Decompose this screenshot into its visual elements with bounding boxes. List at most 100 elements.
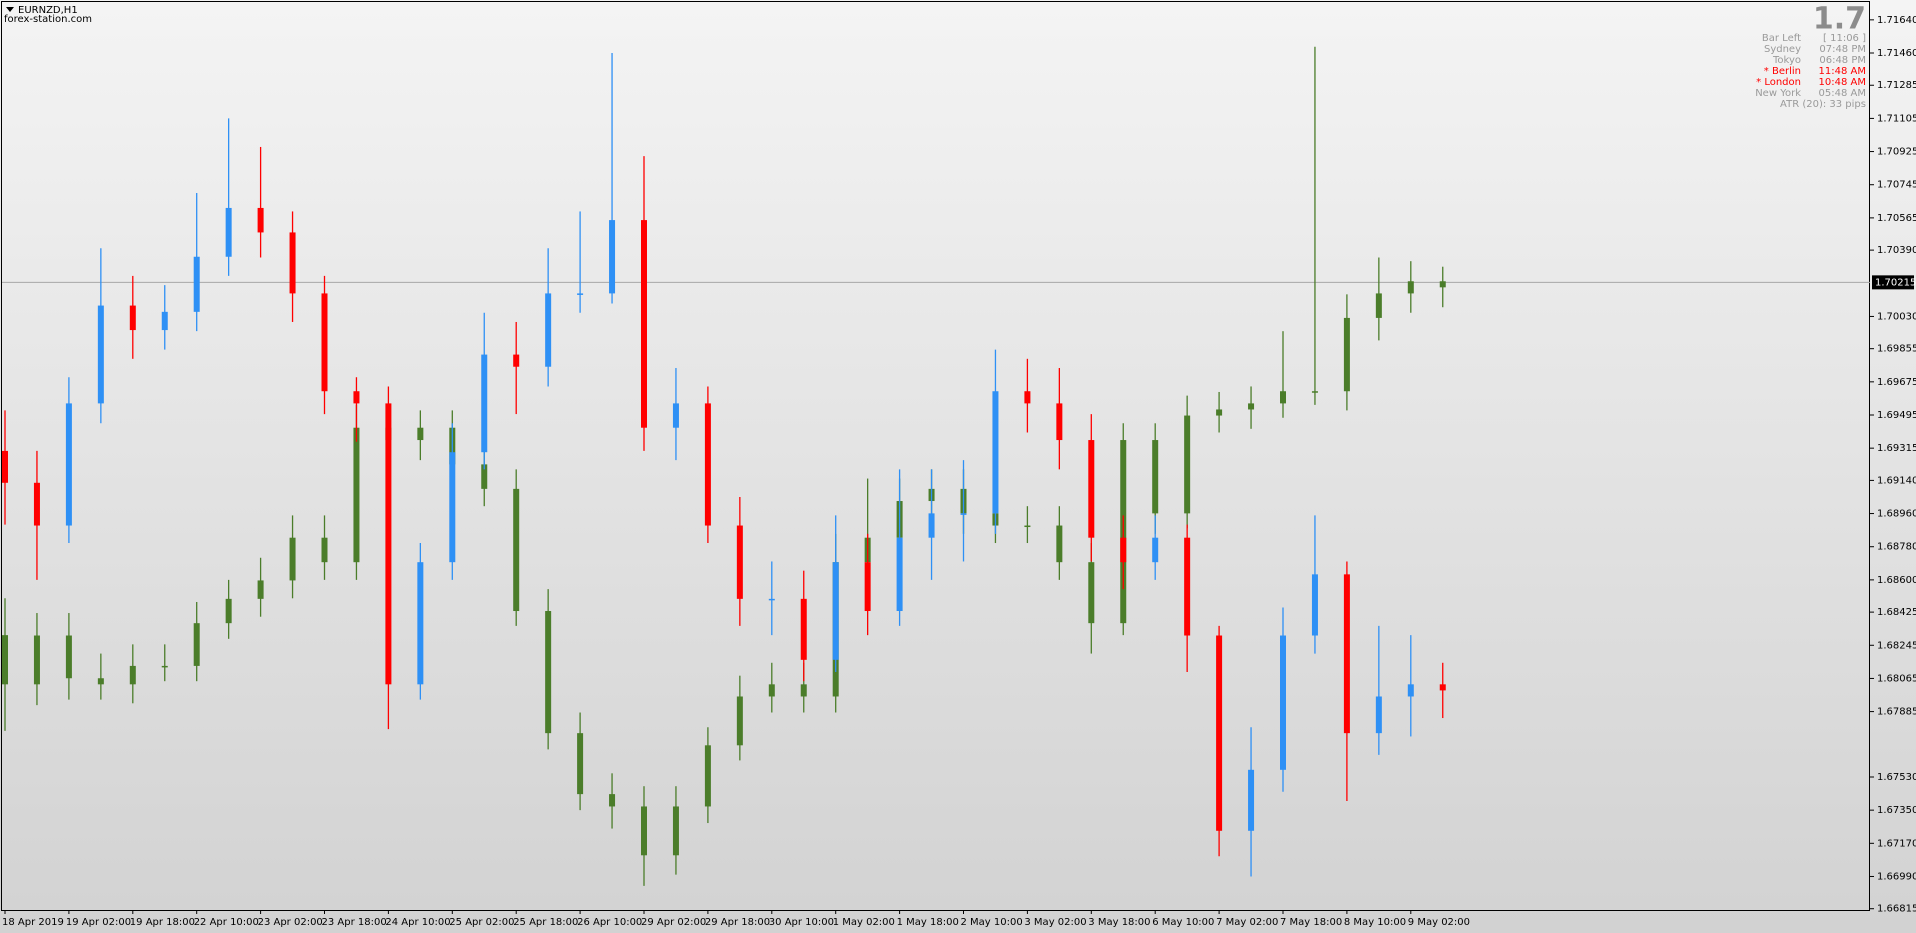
info-value: 06:48 PM [1819,55,1866,66]
candle-body [289,537,296,581]
candle-body [672,806,679,856]
y-tick-label: 1.71285 [1877,80,1916,91]
candle-body [513,354,520,367]
x-tick-label: 9 May 02:00 [1408,917,1470,928]
candle-body [960,513,967,515]
candle-body [992,391,999,514]
info-atr: ATR (20): 33 pips [1780,99,1866,110]
x-tick-label: 2 May 10:00 [961,917,1023,928]
info-label: * Berlin [1764,66,1801,77]
candle-body [1120,537,1127,563]
x-tick-label: 19 Apr 02:00 [66,917,131,928]
y-tick-label: 1.68245 [1877,640,1916,651]
candle-body [704,745,711,807]
candle-body [1343,574,1350,734]
candle-body [768,684,775,697]
x-tick-label: 23 Apr 02:00 [258,917,323,928]
candle-body [1248,403,1255,410]
y-tick-label: 1.68780 [1877,542,1916,553]
candle-body [97,678,104,685]
menu-triangle[interactable] [6,7,14,12]
candle-body [2,450,8,483]
candle-body [1088,440,1095,538]
candle-body [1088,562,1095,624]
candle-body [1024,525,1031,528]
y-tick-label: 1.67530 [1877,772,1916,783]
candle-body [1407,281,1414,294]
y-tick-label: 1.69675 [1877,377,1916,388]
candle-body [1280,391,1286,404]
x-tick-label: 23 Apr 18:00 [322,917,387,928]
candle-body [864,562,871,612]
info-value: 10:48 AM [1819,77,1866,88]
candle-body [1056,403,1063,441]
y-tick-label: 1.70030 [1877,311,1916,322]
y-tick-label: 1.67170 [1877,838,1916,849]
candle-body [225,598,232,624]
candle-body [545,611,552,734]
candle-body [609,220,616,294]
candle-body [1184,537,1191,636]
candle-body [641,220,647,428]
info-panel: Bar Left [ 11:06 ] Sydney 07:48 PM Tokyo 06:4… [1755,33,1866,99]
x-tick-label: 24 Apr 10:00 [385,917,450,928]
candle-body [481,464,488,489]
chart-subtitle: forex-station.com [4,14,92,25]
y-tick-label: 1.68960 [1877,509,1916,520]
x-tick-label: 7 May 02:00 [1216,917,1278,928]
y-tick-label: 1.70925 [1877,147,1916,158]
candle-body [129,305,136,331]
info-label: Sydney [1764,44,1801,55]
candle-body [704,403,711,526]
y-tick-label: 1.69855 [1877,344,1916,355]
candle-body [385,403,392,685]
candle-body [1152,440,1159,514]
info-label: * London [1756,77,1801,88]
candle-body [97,305,104,404]
candle-body [449,452,456,563]
candle-body [225,207,232,257]
candle-body [2,635,8,685]
x-tick-label: 18 Apr 2019 [2,917,64,928]
y-tick-label: 1.70565 [1877,213,1916,224]
candle-body [1311,391,1318,393]
info-label: Tokyo [1772,55,1801,66]
candle-body [65,403,72,526]
candle-body [513,488,520,612]
info-value: 05:48 AM [1819,88,1866,99]
info-value: 07:48 PM [1819,44,1866,55]
candle-body [33,482,40,526]
x-tick-label: 26 Apr 10:00 [577,917,642,928]
x-tick-label: 25 Apr 18:00 [513,917,578,928]
y-tick-label: 1.66815 [1877,904,1916,915]
candle-body [577,733,584,795]
candle-body [289,232,296,294]
x-tick-label: 19 Apr 18:00 [130,917,195,928]
candle-body [321,537,328,563]
chart-title: EURNZD,H1 [18,5,78,16]
candle-body [1280,635,1286,770]
x-tick-label: 22 Apr 10:00 [194,917,259,928]
candle-body [800,598,807,660]
y-tick-label: 1.67885 [1877,707,1916,718]
x-tick-label: 30 Apr 10:00 [769,917,834,928]
y-tick-label: 1.70390 [1877,245,1916,256]
candle-body [417,562,424,685]
candle-body [672,403,679,428]
candle-body [1056,525,1063,563]
candle-body [1407,684,1414,697]
y-tick-label: 1.67350 [1877,805,1916,816]
x-tick-label: 1 May 18:00 [897,917,959,928]
candle-body [1184,415,1191,514]
candle-body [800,684,807,697]
candle-body [353,427,360,563]
candle-body [1311,574,1318,636]
candle-body [193,256,200,312]
x-tick-label: 29 Apr 18:00 [705,917,770,928]
candle-body [1343,317,1350,392]
y-tick-label: 1.71105 [1877,113,1916,124]
y-tick-label: 1.68425 [1877,607,1916,618]
